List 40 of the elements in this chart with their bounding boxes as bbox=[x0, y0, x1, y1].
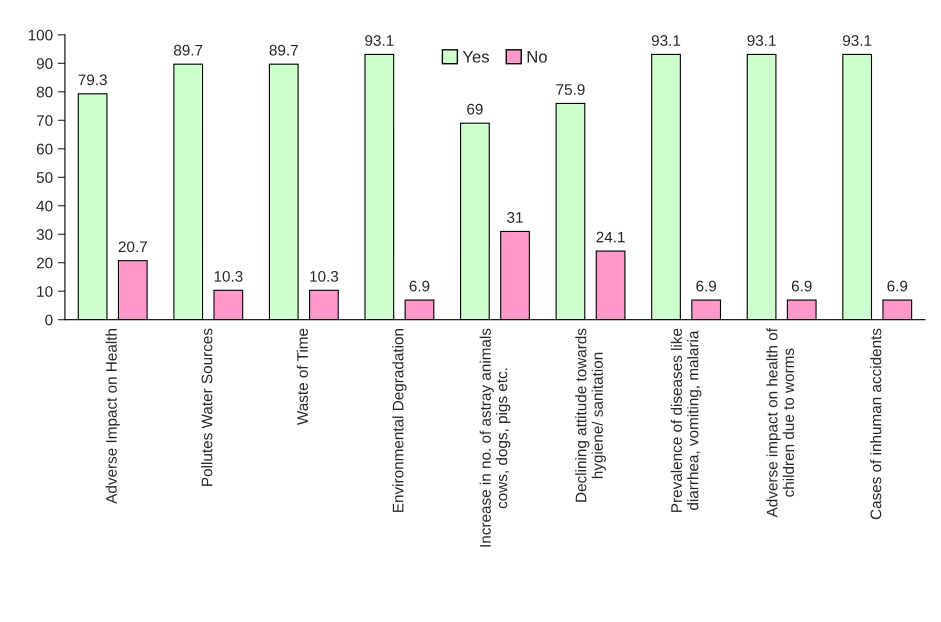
x-tick-label: Environmental Degradation bbox=[392, 329, 407, 512]
y-tick-label: 0 bbox=[45, 314, 53, 326]
y-tick-label: 40 bbox=[36, 200, 53, 212]
data-label: 93.1 bbox=[365, 35, 394, 46]
data-label: 79.3 bbox=[78, 74, 107, 86]
x-tick-label: Declining attitude towards hygiene/ sanitation bbox=[575, 328, 606, 502]
x-tick-label: Pollutes Water Sources bbox=[201, 328, 212, 486]
y-tick-label: 50 bbox=[36, 172, 53, 183]
data-label: 31 bbox=[507, 212, 523, 223]
data-label: 89.7 bbox=[174, 44, 202, 56]
x-tick-label: Increase in no. of astray animals cows, dogs, pigs etc. bbox=[480, 328, 510, 547]
y-tick-label: 90 bbox=[36, 58, 53, 70]
y-tick-label: 70 bbox=[36, 115, 53, 126]
data-label: 89.7 bbox=[270, 44, 298, 56]
data-label: 6.9 bbox=[887, 280, 908, 292]
x-tick-label: Adverse Impact on Health bbox=[106, 329, 120, 504]
data-label: 69 bbox=[467, 104, 483, 115]
data-label: 93.1 bbox=[652, 35, 680, 46]
data-label: 6.9 bbox=[696, 280, 716, 292]
data-label: 93.1 bbox=[843, 35, 872, 46]
legend-label: No bbox=[528, 51, 547, 63]
y-tick-label: 30 bbox=[36, 229, 53, 240]
data-label: 75.9 bbox=[556, 84, 585, 95]
data-label: 6.9 bbox=[792, 280, 812, 292]
x-tick-label: Waste of Time bbox=[296, 328, 308, 426]
legend-label: Yes bbox=[462, 51, 489, 63]
y-tick-label: 80 bbox=[36, 86, 53, 98]
data-label: 20.7 bbox=[118, 241, 147, 252]
data-label: 6.9 bbox=[410, 280, 430, 292]
data-label: 93.1 bbox=[747, 35, 776, 46]
data-label: 10.3 bbox=[310, 270, 338, 282]
y-tick-label: 60 bbox=[36, 144, 53, 154]
data-label: 24.1 bbox=[596, 232, 625, 242]
y-tick-label: 20 bbox=[36, 258, 53, 268]
x-tick-label: Adverse impact on health of children due to worms bbox=[766, 328, 794, 518]
data-label: 10.3 bbox=[214, 270, 243, 282]
x-tick-label: Cases of inhuman accidents bbox=[870, 328, 882, 520]
x-tick-label: Prevalence of diseases like diarrhea, vomiting, malaria bbox=[670, 328, 702, 512]
y-tick-label: 100 bbox=[28, 30, 53, 41]
y-tick-label: 10 bbox=[37, 286, 53, 297]
